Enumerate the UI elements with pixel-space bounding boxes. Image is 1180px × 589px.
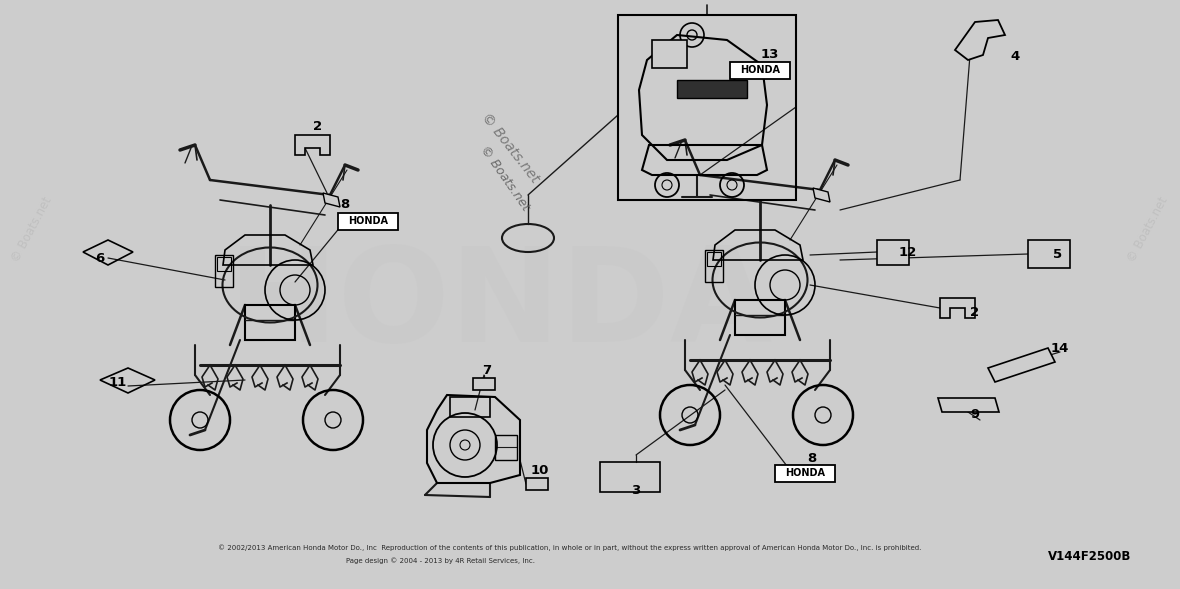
Bar xyxy=(704,250,723,282)
Bar xyxy=(526,478,548,490)
Text: © Boats.net: © Boats.net xyxy=(478,110,542,186)
Text: © 2002/2013 American Honda Motor Do., Inc  Reproduction of the contents of this : © 2002/2013 American Honda Motor Do., In… xyxy=(218,545,922,551)
Text: HONDA: HONDA xyxy=(348,216,388,226)
Text: 4: 4 xyxy=(1010,49,1020,62)
Text: HONDA: HONDA xyxy=(228,241,773,369)
Bar xyxy=(775,465,835,482)
Text: © Boats.net: © Boats.net xyxy=(9,195,54,265)
Text: 14: 14 xyxy=(1051,342,1069,355)
Bar xyxy=(215,255,232,287)
Text: 8: 8 xyxy=(340,198,349,211)
Text: 12: 12 xyxy=(899,247,917,260)
Text: 3: 3 xyxy=(631,484,641,497)
Text: © Boats.net: © Boats.net xyxy=(1126,195,1171,265)
Bar xyxy=(707,252,721,266)
Text: 8: 8 xyxy=(807,452,817,465)
Polygon shape xyxy=(813,188,830,202)
Bar xyxy=(450,397,490,417)
Text: 11: 11 xyxy=(109,376,127,389)
Bar xyxy=(677,80,747,98)
Text: 9: 9 xyxy=(970,409,979,422)
Text: © Boats.net: © Boats.net xyxy=(478,143,532,213)
Text: 13: 13 xyxy=(761,48,779,61)
Bar xyxy=(877,240,909,265)
Polygon shape xyxy=(940,298,975,318)
Bar xyxy=(735,300,785,335)
Bar xyxy=(1028,240,1070,268)
Text: HONDA: HONDA xyxy=(740,65,780,75)
Bar xyxy=(494,435,517,460)
Bar xyxy=(730,62,789,79)
Bar xyxy=(473,378,494,390)
Polygon shape xyxy=(323,193,340,207)
Bar xyxy=(653,40,687,68)
Text: HONDA: HONDA xyxy=(785,468,825,478)
Text: 2: 2 xyxy=(314,120,322,133)
Text: 10: 10 xyxy=(531,464,549,477)
Polygon shape xyxy=(938,398,999,412)
Bar xyxy=(618,15,797,200)
Text: 2: 2 xyxy=(970,306,979,319)
Bar xyxy=(337,213,398,230)
Text: 7: 7 xyxy=(483,363,492,376)
Polygon shape xyxy=(988,348,1055,382)
Text: 6: 6 xyxy=(96,252,105,264)
Text: 5: 5 xyxy=(1054,247,1062,260)
Text: Page design © 2004 - 2013 by 4R Retail Services, Inc.: Page design © 2004 - 2013 by 4R Retail S… xyxy=(346,558,535,564)
Polygon shape xyxy=(295,135,330,155)
Bar xyxy=(245,305,295,340)
Text: V144F2500B: V144F2500B xyxy=(1048,551,1132,564)
Polygon shape xyxy=(955,20,1005,60)
Bar xyxy=(217,257,231,271)
